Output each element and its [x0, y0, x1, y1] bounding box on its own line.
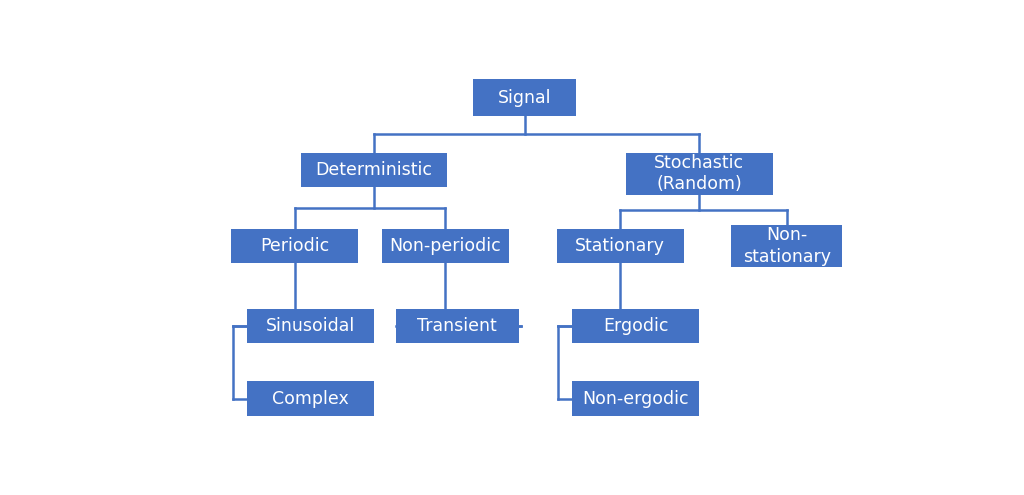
Text: Non-ergodic: Non-ergodic: [583, 390, 689, 407]
FancyBboxPatch shape: [247, 382, 374, 416]
FancyBboxPatch shape: [231, 229, 358, 263]
Text: Periodic: Periodic: [260, 237, 330, 255]
Text: Stochastic
(Random): Stochastic (Random): [654, 154, 744, 194]
FancyBboxPatch shape: [557, 229, 684, 263]
Text: Stationary: Stationary: [575, 237, 665, 255]
FancyBboxPatch shape: [572, 309, 699, 344]
Text: Transient: Transient: [418, 317, 498, 335]
FancyBboxPatch shape: [572, 382, 699, 416]
Text: Non-
stationary: Non- stationary: [742, 226, 830, 266]
FancyBboxPatch shape: [396, 309, 519, 344]
Text: Signal: Signal: [498, 89, 552, 106]
FancyBboxPatch shape: [247, 309, 374, 344]
FancyBboxPatch shape: [731, 225, 842, 267]
FancyBboxPatch shape: [301, 153, 447, 187]
Text: Ergodic: Ergodic: [603, 317, 669, 335]
Text: Non-periodic: Non-periodic: [389, 237, 502, 255]
Text: Complex: Complex: [272, 390, 349, 407]
Text: Deterministic: Deterministic: [315, 161, 432, 179]
Text: Sinusoidal: Sinusoidal: [266, 317, 355, 335]
FancyBboxPatch shape: [473, 79, 577, 116]
FancyBboxPatch shape: [382, 229, 509, 263]
FancyBboxPatch shape: [626, 153, 773, 195]
